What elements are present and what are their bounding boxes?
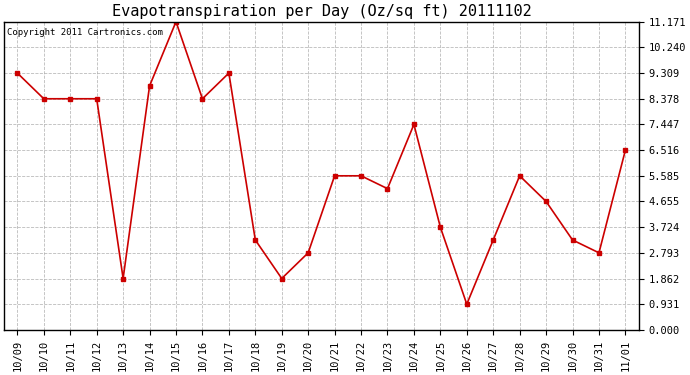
Title: Evapotranspiration per Day (Oz/sq ft) 20111102: Evapotranspiration per Day (Oz/sq ft) 20… xyxy=(112,4,531,19)
Text: Copyright 2011 Cartronics.com: Copyright 2011 Cartronics.com xyxy=(8,28,164,37)
